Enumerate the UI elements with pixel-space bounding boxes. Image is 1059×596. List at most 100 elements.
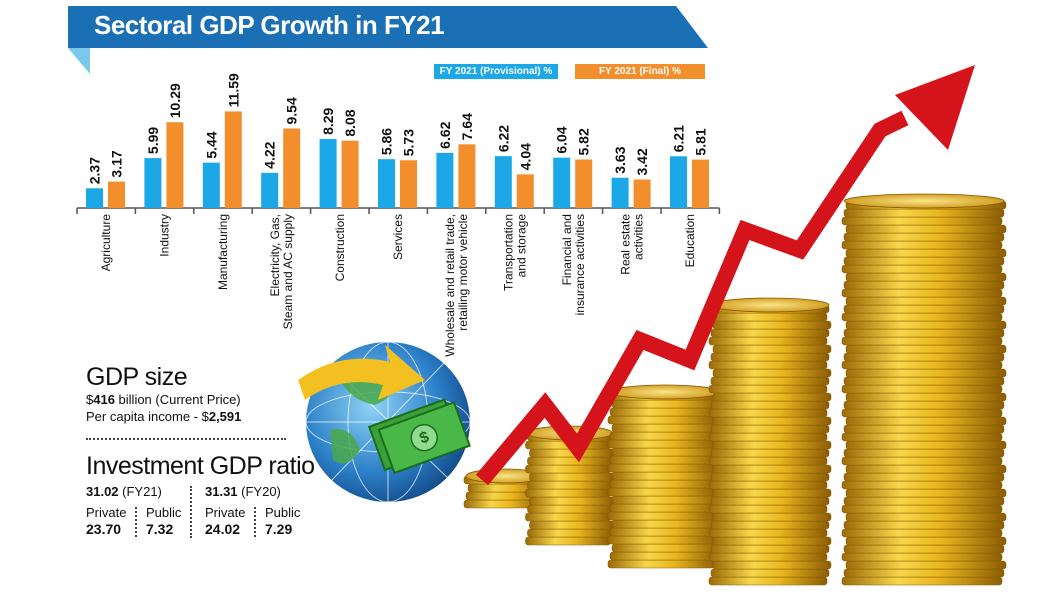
per-capita-label: Per capita income - $ <box>86 409 209 424</box>
coin <box>843 424 1005 434</box>
coin <box>708 360 828 370</box>
data-label: 2.37 <box>87 157 103 184</box>
coin <box>708 456 828 466</box>
coin <box>609 527 721 537</box>
coin <box>609 431 721 441</box>
coin <box>607 487 719 497</box>
category-label: Services <box>391 214 405 260</box>
investment-ratio-heading: Investment GDP ratio <box>86 452 315 480</box>
coin <box>841 528 1003 538</box>
category-label: Wholesale and retail trade, <box>443 214 457 357</box>
bar-final <box>166 122 184 208</box>
coin <box>841 552 1003 562</box>
coin <box>845 512 1007 522</box>
coin <box>712 392 832 402</box>
gdp-size-value: $416 billion (Current Price) <box>86 392 241 407</box>
coin <box>611 423 723 433</box>
fy20-label: (FY20) <box>237 484 281 499</box>
coin <box>710 352 830 362</box>
gdp-size-suffix: billion (Current Price) <box>114 392 241 407</box>
coin <box>845 296 1007 306</box>
coin <box>708 552 828 562</box>
coin <box>843 520 1005 530</box>
data-label: 4.22 <box>262 141 278 168</box>
category-label: Agriculture <box>99 214 113 272</box>
bar-provisional <box>144 158 162 208</box>
category-label: Electricity, Gas, <box>268 214 282 296</box>
coin <box>843 472 1005 482</box>
coin <box>712 488 832 498</box>
coin <box>843 304 1005 314</box>
coin <box>710 328 830 338</box>
coin <box>843 400 1005 410</box>
coin <box>708 528 828 538</box>
coin <box>611 543 723 553</box>
bar-provisional <box>553 157 571 208</box>
coin <box>527 528 613 538</box>
fy21-public-label: Public <box>146 505 182 520</box>
coin <box>841 216 1003 226</box>
coin <box>845 488 1007 498</box>
bar-provisional <box>202 162 220 208</box>
coin <box>609 407 721 417</box>
bar-provisional <box>436 152 454 208</box>
fy20-private-label: Private <box>205 505 246 520</box>
coin <box>841 336 1003 346</box>
coin <box>710 400 830 410</box>
coin <box>843 352 1005 362</box>
coin <box>607 415 719 425</box>
category-label: Industry <box>158 214 172 257</box>
fy21-total-value: 31.02 <box>86 484 119 499</box>
coin <box>710 472 830 482</box>
data-label: 5.44 <box>203 131 219 158</box>
coin <box>843 496 1005 506</box>
coin <box>841 384 1003 394</box>
coin <box>843 544 1005 554</box>
coin <box>708 432 828 442</box>
data-label: 10.29 <box>167 83 183 118</box>
data-label: 4.04 <box>517 143 533 170</box>
gdp-size-number: 416 <box>93 392 115 407</box>
coin <box>710 496 830 506</box>
category-label: Transportation <box>502 214 516 291</box>
data-label: 5.99 <box>145 127 161 154</box>
coin <box>712 536 832 546</box>
coin <box>712 320 832 330</box>
category-label: Financial and <box>560 214 574 285</box>
coin <box>845 440 1007 450</box>
data-label: 5.82 <box>576 128 592 155</box>
bar-final <box>224 111 242 208</box>
fy20-public-value: 7.29 <box>265 521 293 537</box>
coin <box>845 464 1007 474</box>
category-label: retailing motor vehicle <box>456 214 470 331</box>
bar-final <box>341 140 359 208</box>
bar-provisional <box>670 156 687 208</box>
bar-final <box>458 144 476 208</box>
coin-top <box>710 297 830 313</box>
coin <box>611 471 723 481</box>
bar-final <box>400 160 417 208</box>
coin <box>845 248 1007 258</box>
data-label: 7.64 <box>459 113 475 140</box>
coin <box>712 560 832 570</box>
coin <box>710 520 830 530</box>
coin <box>527 456 613 466</box>
bar-final <box>633 179 651 208</box>
bar-provisional <box>494 156 512 208</box>
coin <box>712 416 832 426</box>
coin <box>841 408 1003 418</box>
bar-provisional <box>378 159 395 208</box>
data-label: 5.86 <box>379 128 395 155</box>
coin <box>843 256 1005 266</box>
coin <box>529 472 615 482</box>
coin <box>529 520 615 530</box>
bar-provisional <box>319 138 337 208</box>
coin <box>525 536 611 546</box>
bar-final <box>516 174 534 208</box>
fy21-private-value: 23.70 <box>86 521 122 537</box>
bar-provisional <box>611 177 629 208</box>
coin <box>843 376 1005 386</box>
coin <box>841 456 1003 466</box>
coin-top <box>843 193 1005 209</box>
